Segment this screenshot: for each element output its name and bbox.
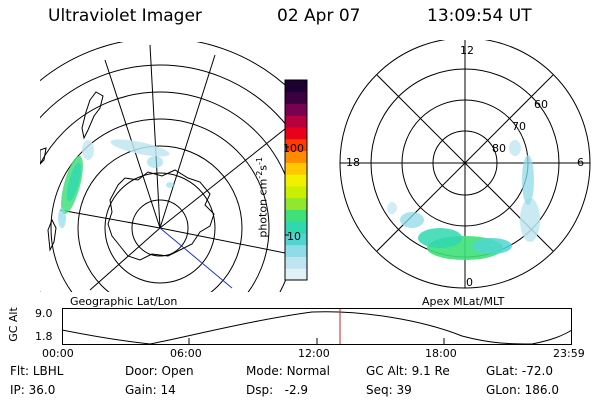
colorbar-band	[285, 185, 307, 199]
mlat-label-60: 60	[534, 98, 548, 111]
colorbar-band	[285, 103, 307, 116]
altitude-timeline	[62, 308, 573, 345]
colorbar-tick-low: 10	[287, 230, 301, 243]
colorbar-band	[285, 80, 307, 93]
colorbar-band	[285, 150, 307, 163]
mode-field: Mode: Normal	[246, 364, 330, 378]
mlt-label-top: 12	[460, 44, 474, 57]
colorbar-band	[285, 256, 307, 269]
glon-field: GLon: 186.0	[486, 383, 559, 397]
colorbar-band	[285, 268, 307, 281]
geographic-map	[40, 42, 295, 292]
colorbar	[284, 79, 308, 281]
timeline-tick-0000: 00:00	[42, 347, 74, 360]
altitude-curve	[62, 311, 573, 345]
magnetic-caption: Apex MLat/MLT	[422, 295, 505, 308]
instrument-title: Ultraviolet Imager	[48, 6, 202, 26]
colorbar-band	[285, 162, 307, 175]
magnetic-polar-plot	[339, 40, 591, 289]
aurora-emission-right	[387, 140, 540, 260]
timeline-frame	[62, 308, 572, 345]
timeline-tick-1200: 12:00	[298, 347, 330, 360]
colorbar-band	[285, 209, 307, 222]
geographic-caption: Geographic Lat/Lon	[70, 295, 178, 308]
aurora-emission-left	[58, 139, 174, 228]
colorbar-band	[285, 91, 307, 105]
colorbar-band	[285, 197, 307, 210]
colorbar-band	[285, 221, 307, 234]
timeline-tick-1800: 18:00	[425, 347, 457, 360]
colorbar-band	[285, 244, 307, 257]
colorbar-unit-label: photon cm-2s-1	[255, 156, 270, 238]
mlat-label-70: 70	[512, 120, 526, 133]
colorbar-band	[285, 232, 307, 246]
mlt-label-left: 18	[346, 156, 360, 169]
ip-field: IP: 36.0	[10, 383, 56, 397]
colorbar-band	[285, 127, 307, 140]
image-time: 13:09:54 UT	[427, 6, 532, 26]
colorbar-frame	[284, 79, 308, 281]
timeline-tick-2359: 23:59	[553, 347, 585, 360]
latitude-circles	[40, 42, 295, 292]
mlt-label-bottom: 0	[466, 276, 473, 289]
timeline-ybottom: 1.8	[35, 330, 53, 343]
mlt-label-right: 6	[577, 156, 584, 169]
dsp-field: Dsp: -2.9	[246, 383, 309, 397]
timeline-tick-0600: 06:00	[170, 347, 202, 360]
timeline-ticks	[188, 338, 445, 344]
colorbar-band	[285, 138, 307, 152]
colorbar-tick-high: 100	[283, 142, 304, 155]
sun-direction-line	[159, 227, 233, 289]
colorbar-gradient	[285, 80, 307, 281]
colorbar-band	[285, 115, 307, 128]
image-date: 02 Apr 07	[277, 6, 361, 26]
glat-field: GLat: -72.0	[486, 364, 553, 378]
gc-alt-field: GC Alt: 9.1 Re	[366, 364, 450, 378]
timeline-ytop: 9.0	[35, 307, 53, 320]
colorbar-band	[285, 174, 307, 187]
mlat-label-80: 80	[492, 142, 506, 155]
filter-field: Flt: LBHL	[10, 364, 64, 378]
timeline-ylabel: GC Alt	[6, 307, 20, 342]
meridian-lines	[59, 44, 295, 291]
door-field: Door: Open	[125, 364, 194, 378]
seq-field: Seq: 39	[366, 383, 412, 397]
gain-field: Gain: 14	[125, 383, 176, 397]
coastline	[40, 91, 215, 261]
